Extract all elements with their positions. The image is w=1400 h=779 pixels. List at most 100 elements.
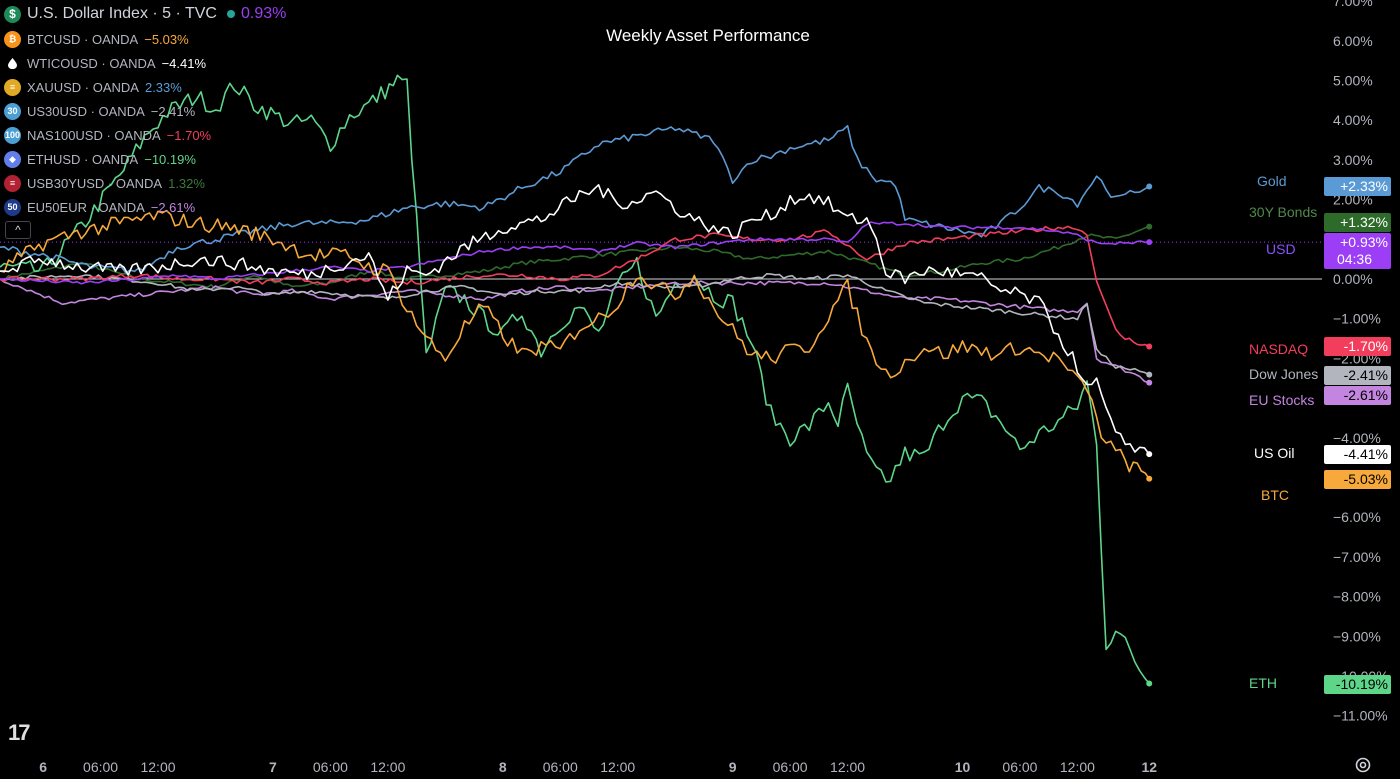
ethereum-icon: ◆ [4,150,21,168]
y-tick-label: −11.00% [1333,708,1388,724]
legend-row[interactable]: 30 US30USD · OANDA −2.41% [4,99,286,123]
y-tick-label: 7.00% [1333,0,1373,9]
legend-row[interactable]: ≡ XAUUSD · OANDA 2.33% [4,75,286,99]
axis-value-badge-text: -2.41% [1344,367,1388,383]
series-line-dow-jones [0,273,1150,376]
series-end-point [1146,680,1153,687]
us-flag-icon: ≡ [4,174,21,192]
nas100-icon: 100 [4,126,21,144]
settings-gear-icon[interactable] [1354,756,1372,774]
legend-symbol-value: −10.19% [144,151,196,167]
dollar-icon: $ [4,5,21,23]
axis-value-badge-text: +1.32% [1340,214,1388,230]
y-tick-label: −8.00% [1333,589,1381,605]
legend-symbol-value: −1.70% [166,127,212,143]
y-tick-label: −4.00% [1333,430,1381,446]
series-end-point [1146,223,1153,230]
legend-symbol-name: US30USD · OANDA [27,103,145,119]
legend-symbol-value: −2.61% [150,199,196,215]
legend-symbol-name: XAUUSD · OANDA [27,79,139,95]
series-line-usd [0,221,1150,285]
axis-value-badge [1324,445,1391,464]
tradingview-logo-icon[interactable]: 17 [8,720,31,745]
x-tick-label: 12 [1141,759,1157,775]
x-tick-label: 12:00 [1060,759,1095,775]
legend-main-name: U.S. Dollar Index · 5 · TVC [27,5,217,22]
legend-symbol-name: USB30YUSD · OANDA [27,175,163,191]
legend-main-row[interactable]: $ U.S. Dollar Index · 5 · TVC 0.93% [4,3,286,25]
x-tick-label: 06:00 [543,759,578,775]
legend-row[interactable]: ◆ ETHUSD · OANDA −10.19% [4,147,286,171]
x-tick-label: 06:00 [773,759,808,775]
series-label: 30Y Bonds [1249,204,1317,220]
y-tick-label: 6.00% [1333,33,1373,49]
axis-value-badge [1324,213,1391,232]
x-tick-label: 06:00 [83,759,118,775]
bitcoin-icon: ₿ [4,30,21,48]
legend-symbol-name: NAS100USD · OANDA [27,127,161,143]
x-tick-label: 8 [499,759,507,775]
axis-value-badge [1324,177,1391,196]
legend-row[interactable]: 100 NAS100USD · OANDA −1.70% [4,123,286,147]
axis-value-badge-text: -4.41% [1344,446,1388,462]
axis-value-badge-text: +0.93% [1340,234,1388,250]
series-end-point [1146,239,1153,246]
countdown-badge-text: 04:36 [1337,251,1372,267]
series-line-eu-stocks [0,278,1150,384]
y-tick-label: 5.00% [1333,73,1373,89]
series-end-point [1146,379,1153,386]
y-tick-label: 0.00% [1333,271,1373,287]
y-tick-label: 3.00% [1333,152,1373,168]
series-label: US Oil [1254,445,1294,461]
axis-value-badge-text: -1.70% [1344,338,1388,354]
legend-symbol-value: −2.41% [150,103,196,119]
legend-symbol-value: 2.33% [144,79,182,95]
series-label: USD [1266,241,1296,257]
axis-value-badge-text: -2.61% [1344,387,1388,403]
legend-row[interactable]: ₿ BTCUSD · OANDA −5.03% [4,27,286,51]
series-label: NASDAQ [1249,341,1308,357]
series-line-gold [0,124,1150,274]
axis-value-badge [1324,675,1391,694]
legend-row[interactable]: ≡ USB30YUSD · OANDA 1.32% [4,171,286,195]
series-line-eth [0,74,1150,685]
series-label: Dow Jones [1249,366,1318,382]
x-tick-label: 10 [955,759,971,775]
series-label: Gold [1257,173,1287,189]
legend-symbol-value: −4.41% [161,55,207,71]
x-tick-label: 9 [729,759,737,775]
legend-row[interactable]: 50 EU50EUR · OANDA −2.61% [4,195,286,219]
collapse-legend-button[interactable]: ^ [5,221,31,239]
axis-value-badge-text: +2.33% [1340,178,1388,194]
y-tick-label: 4.00% [1333,112,1373,128]
legend-main-value: 0.93% [240,5,287,22]
legend-row[interactable]: WTICOUSD · OANDA −4.41% [4,51,286,75]
y-tick-label: −9.00% [1333,628,1381,644]
series-line-btc [0,209,1150,480]
legend-symbol-name: EU50EUR · OANDA [27,199,145,215]
series-label: ETH [1249,675,1277,691]
axis-value-badge-text: -5.03% [1344,471,1388,487]
series-end-point [1146,371,1153,378]
axis-value-badge [1324,386,1391,405]
axis-value-badge [1324,233,1391,269]
axis-value-badge [1324,337,1391,356]
legend-symbol-value: −5.03% [144,31,189,47]
eu50-icon: 50 [4,198,21,216]
y-tick-label: −1.00% [1333,311,1381,327]
oil-drop-icon [4,54,21,72]
axis-value-badge-text: -10.19% [1336,676,1388,692]
x-tick-label: 12:00 [140,759,175,775]
series-line-us-oil [0,184,1150,455]
us30-icon: 30 [4,102,21,120]
x-tick-label: 7 [269,759,277,775]
series-end-point [1146,451,1153,458]
market-status-dot [226,10,235,18]
legend-symbol-name: ETHUSD · OANDA [27,151,139,167]
series-end-point [1146,183,1153,190]
gold-bars-icon: ≡ [4,78,21,96]
x-tick-label: 12:00 [830,759,865,775]
legend-symbol-value: 1.32% [168,175,205,191]
axis-value-badge [1324,366,1391,385]
